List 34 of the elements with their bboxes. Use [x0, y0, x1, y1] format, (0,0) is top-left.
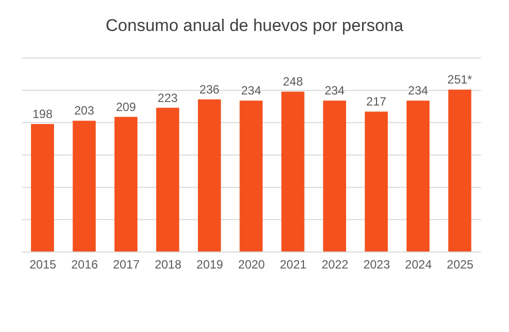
bar: [198, 99, 221, 252]
x-tick-label: 2025: [446, 258, 474, 272]
bar: [448, 90, 472, 252]
data-label: 209: [116, 100, 136, 114]
data-label: 217: [366, 94, 387, 109]
bar: [364, 112, 388, 252]
data-label: 203: [74, 104, 95, 118]
x-tick-label: 2022: [322, 258, 349, 272]
x-tick-label: 2020: [238, 258, 266, 272]
data-label: 248: [282, 74, 304, 89]
bar: [72, 120, 96, 252]
bar: [281, 92, 304, 252]
bar: [156, 108, 180, 252]
bar: [240, 100, 263, 252]
data-label: 234: [408, 84, 428, 98]
data-label: 223: [158, 90, 178, 105]
data-label: 234: [241, 84, 262, 98]
x-tick-label: 2016: [71, 258, 98, 272]
data-label: 236: [199, 82, 220, 96]
data-label: 198: [32, 106, 53, 121]
chart-title: Consumo anual de huevos por persona: [104, 15, 404, 37]
bar: [323, 100, 346, 252]
bar: [406, 100, 430, 252]
x-tick-label: 2023: [363, 258, 390, 272]
bar: [31, 124, 54, 252]
x-tick-label: 2021: [280, 258, 307, 272]
x-tick-label: 2015: [30, 258, 57, 272]
x-tick-label: 2019: [196, 258, 224, 272]
bar: [114, 116, 138, 252]
data-label: 234: [324, 84, 345, 98]
x-tick-label: 2024: [405, 258, 432, 272]
x-tick-label: 2018: [154, 258, 182, 272]
x-tick-label: 2017: [112, 258, 140, 272]
data-label: 251*: [447, 72, 472, 87]
